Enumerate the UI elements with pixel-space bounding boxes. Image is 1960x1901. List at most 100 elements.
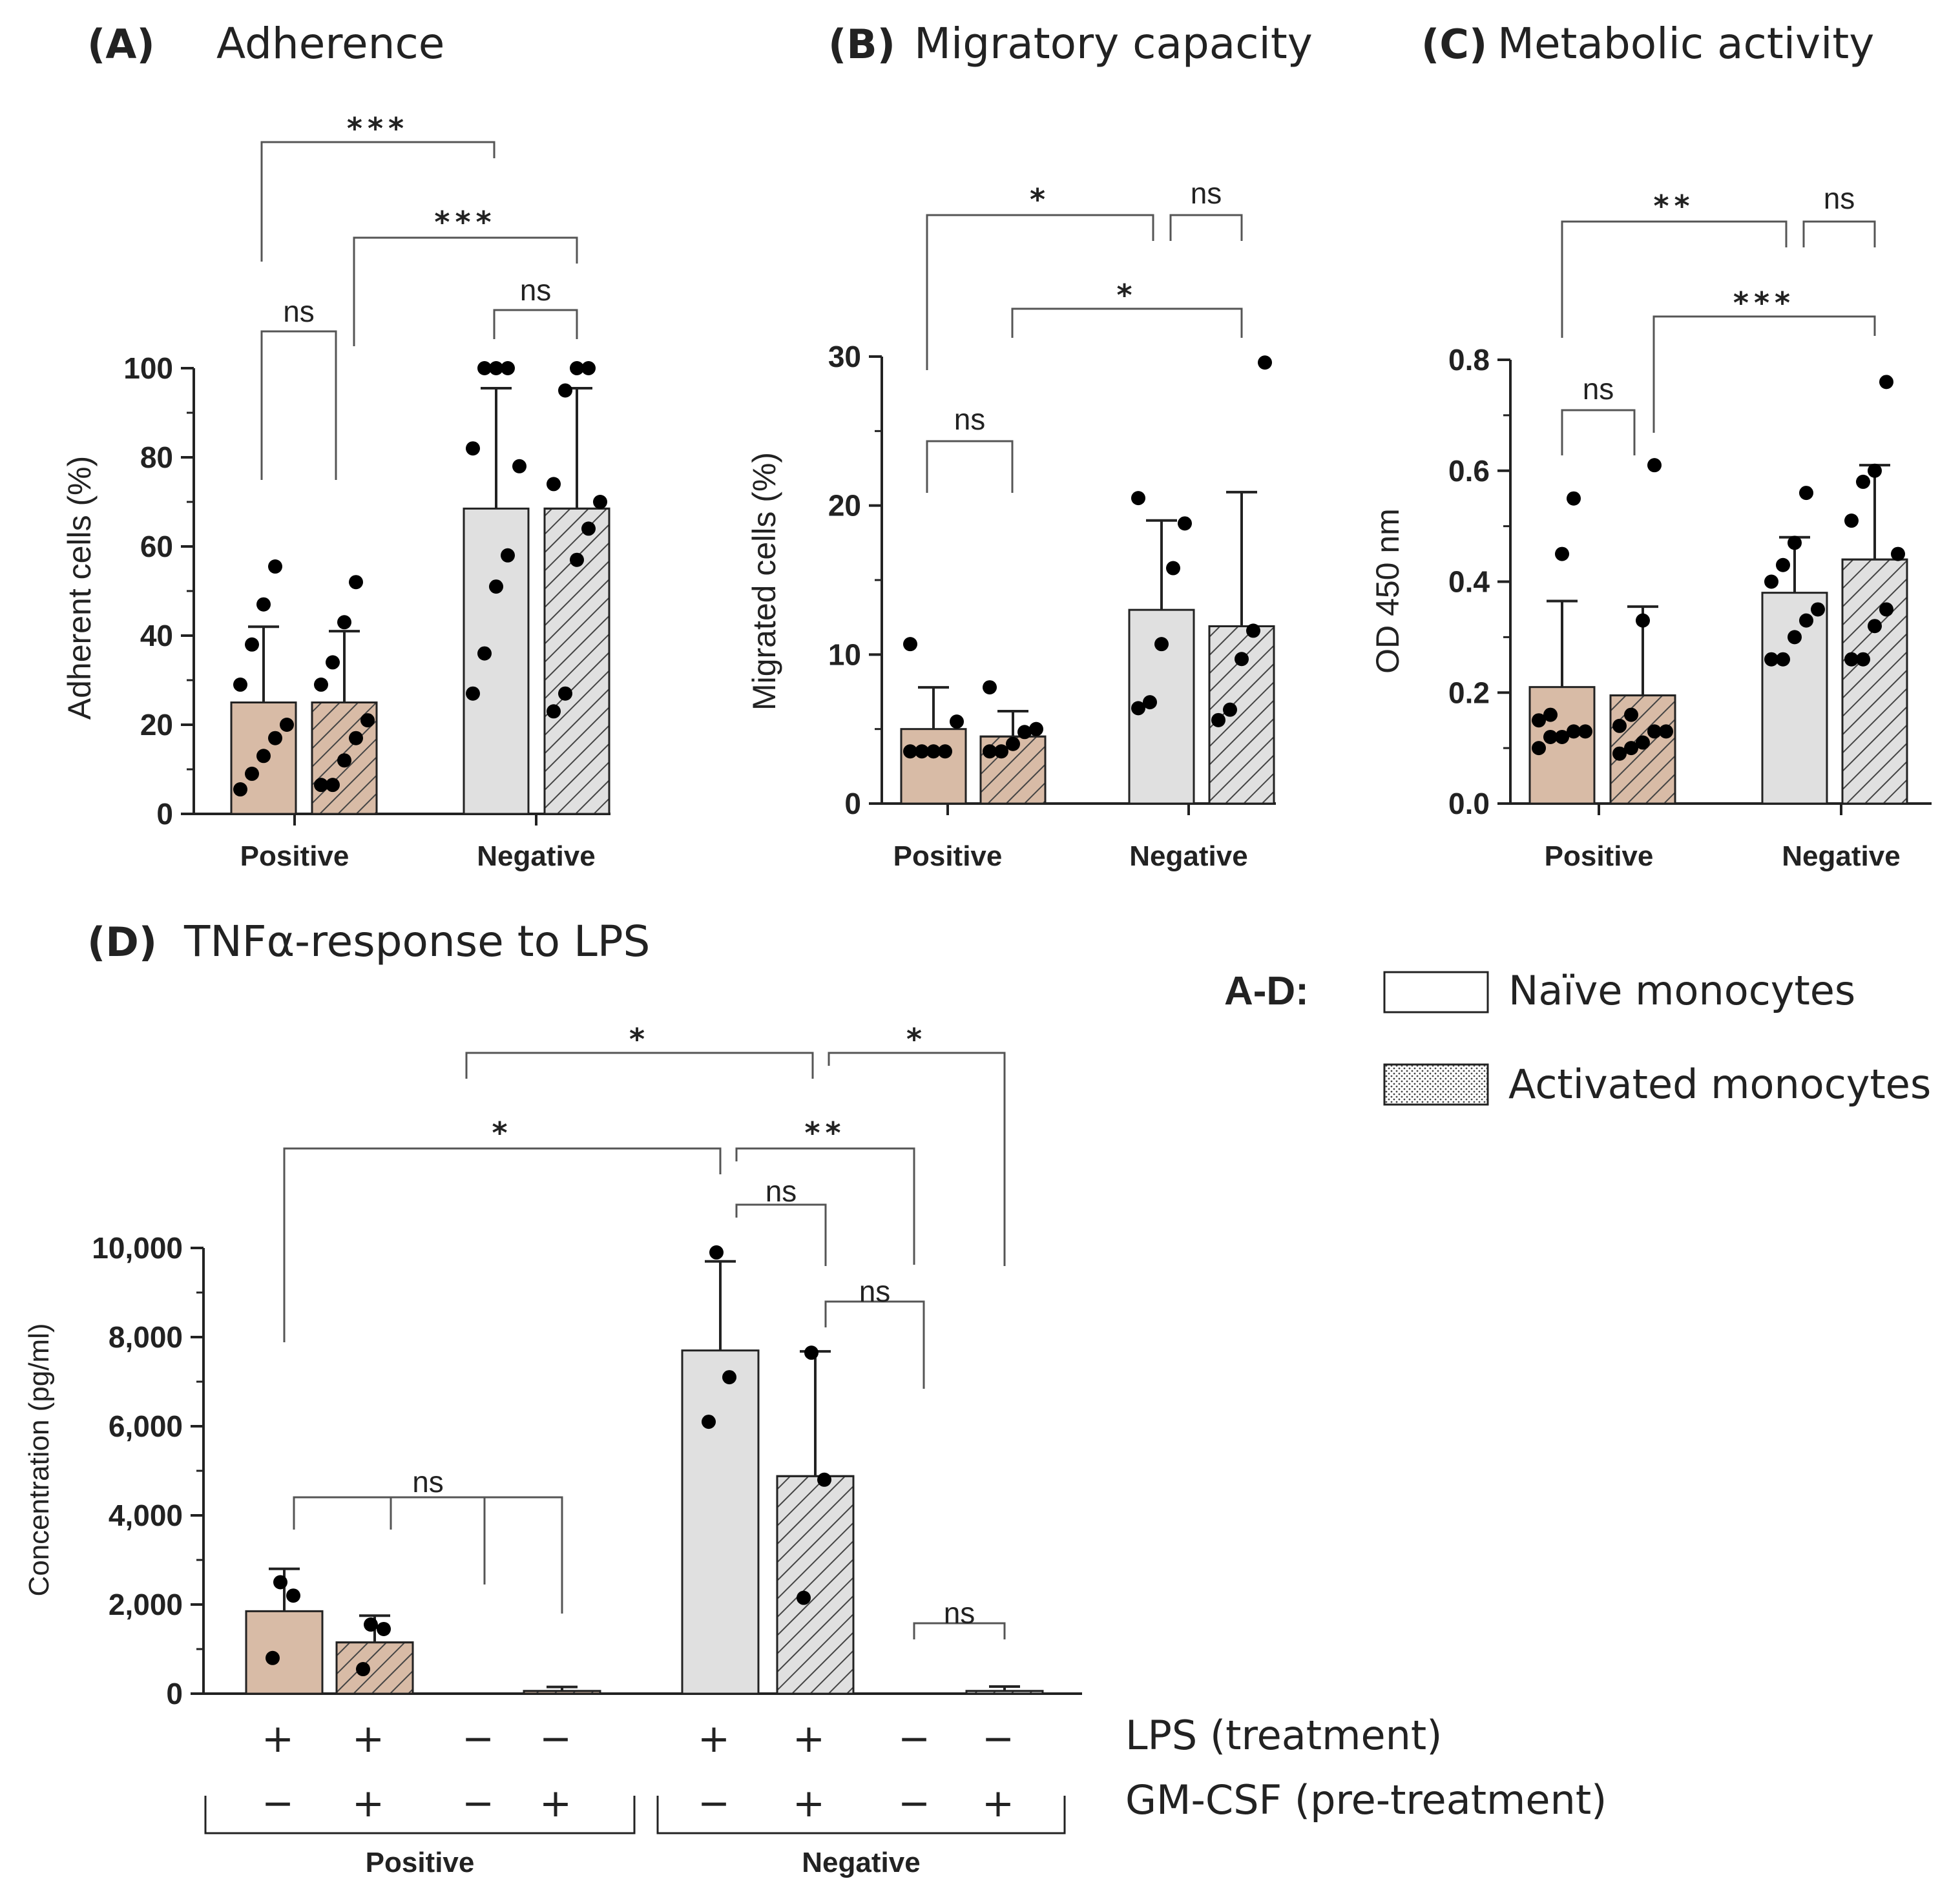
x-category-label: Positive — [1545, 840, 1654, 872]
y-tick-label: 0.2 — [1448, 676, 1490, 709]
data-point — [570, 552, 584, 567]
data-point — [266, 1650, 280, 1665]
data-point — [1555, 729, 1569, 744]
lps-sign: − — [898, 1716, 930, 1761]
significance-bracket — [926, 440, 1014, 493]
data-point — [1764, 574, 1778, 589]
significance-bracket — [1802, 220, 1876, 247]
data-point — [903, 744, 917, 759]
panel-d-label: (D) — [87, 919, 157, 966]
data-point — [994, 744, 1008, 759]
data-point — [466, 686, 480, 701]
significance-label: *** — [1733, 286, 1795, 320]
significance-label: * — [492, 1116, 512, 1150]
y-tick-label: 40 — [140, 619, 173, 652]
data-point — [245, 637, 259, 652]
legend-swatch-naive — [1383, 971, 1489, 1013]
data-point — [466, 441, 480, 456]
data-point — [593, 495, 607, 509]
data-point — [377, 1621, 391, 1636]
significance-bracket — [824, 1300, 925, 1389]
significance-label: ns — [1191, 176, 1222, 210]
y-tick-label: 10,000 — [92, 1231, 183, 1265]
data-point — [1143, 695, 1157, 710]
bar — [900, 728, 967, 805]
significance-bracket — [260, 330, 337, 480]
data-point — [314, 677, 328, 692]
data-point — [1636, 613, 1650, 628]
data-point — [337, 615, 351, 630]
group-brace — [204, 1796, 636, 1834]
significance-bracket — [735, 1147, 915, 1265]
y-tick-label: 0.0 — [1448, 787, 1490, 820]
significance-bracket — [1561, 409, 1636, 455]
y-tick-label: 60 — [140, 530, 173, 563]
y-tick-label: 0.4 — [1448, 565, 1490, 599]
x-category-label: Negative — [477, 840, 595, 872]
panel-b-ylabel: Migrated cells (%) — [746, 452, 782, 711]
data-point — [1868, 619, 1882, 634]
significance-bracket — [465, 1052, 814, 1079]
significance-label: ns — [944, 1596, 975, 1630]
bar-hatch — [1841, 558, 1908, 805]
data-point — [360, 713, 375, 728]
group-brace — [656, 1796, 1066, 1834]
panel-d-title: TNFα-response to LPS — [183, 917, 650, 966]
data-point — [1891, 546, 1905, 561]
gmcsf-sign: + — [352, 1781, 384, 1826]
significance-label: * — [906, 1022, 927, 1057]
lps-sign: + — [352, 1716, 384, 1761]
legend: A-D: Naïve monocytes Activated monocytes — [1224, 967, 1931, 1108]
data-point — [1166, 561, 1180, 576]
data-point — [268, 731, 282, 745]
data-point — [489, 361, 503, 375]
data-point — [1532, 741, 1546, 756]
x-category-label: Positive — [893, 840, 1003, 872]
significance-label: ns — [1583, 372, 1614, 406]
data-point — [477, 646, 492, 661]
data-point — [1776, 557, 1790, 572]
panel-b-chart: 0 10 20 30 Positive Negative * ns * ns — [828, 176, 1276, 872]
data-point — [1555, 546, 1569, 561]
data-point — [233, 677, 247, 692]
data-point — [1235, 652, 1249, 667]
gmcsf-sign: − — [898, 1781, 930, 1826]
bar — [463, 507, 530, 815]
data-point — [1006, 736, 1020, 751]
y-tick-label: 20 — [828, 489, 861, 523]
significance-bracket — [926, 214, 1154, 370]
data-point — [1624, 741, 1638, 756]
gmcsf-sign: + — [982, 1781, 1014, 1826]
lps-row-label: LPS (treatment) — [1125, 1712, 1442, 1759]
data-point — [1567, 724, 1581, 739]
bar-hatch — [335, 1641, 414, 1695]
data-point — [1131, 491, 1145, 506]
data-point — [364, 1617, 378, 1632]
significance-bracket — [283, 1147, 722, 1342]
significance-label: * — [629, 1022, 650, 1057]
bar — [681, 1349, 760, 1695]
significance-bracket — [913, 1622, 1006, 1639]
legend-title: A-D: — [1224, 969, 1309, 1013]
panel-c-chart: 0.0 0.2 0.4 0.6 0.8 Positive Negative ** ns *** ns — [1448, 182, 1932, 872]
data-point — [501, 361, 515, 375]
gmcsf-sign: − — [698, 1781, 730, 1826]
data-point — [1879, 375, 1893, 390]
significance-bracket — [293, 1496, 563, 1614]
data-point — [558, 686, 572, 701]
bar-hatch — [965, 1690, 1044, 1695]
data-point — [903, 637, 917, 652]
data-point — [326, 778, 340, 793]
significance-bracket — [1011, 307, 1243, 338]
group-label: Negative — [802, 1847, 920, 1878]
x-category-label: Positive — [240, 840, 349, 872]
significance-label: ns — [766, 1174, 797, 1208]
gmcsf-sign: + — [539, 1781, 572, 1826]
data-point — [256, 597, 271, 612]
lps-sign: − — [539, 1716, 572, 1761]
data-point — [1844, 514, 1859, 528]
data-point — [983, 680, 997, 695]
bar-hatch — [523, 1690, 601, 1695]
significance-bracket — [1169, 214, 1243, 241]
